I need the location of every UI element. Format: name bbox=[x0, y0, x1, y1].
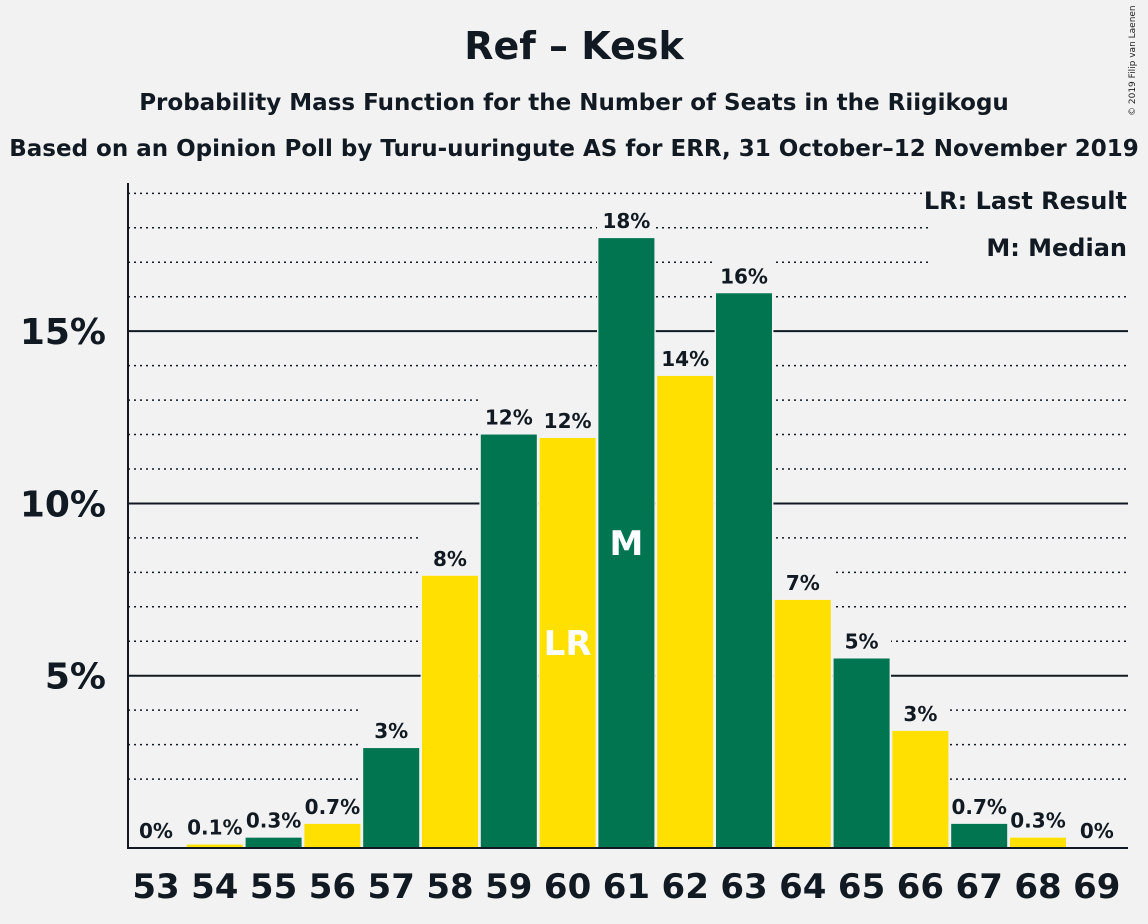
bar-value-label: 16% bbox=[720, 264, 768, 288]
bar-57 bbox=[363, 748, 420, 848]
x-tick-label: 65 bbox=[838, 867, 885, 907]
y-tick-label: 5% bbox=[45, 657, 106, 698]
bar-67 bbox=[951, 823, 1008, 848]
bar-value-label: 14% bbox=[661, 347, 709, 371]
x-tick-label: 60 bbox=[544, 867, 591, 907]
x-tick-label: 58 bbox=[426, 867, 473, 907]
bar-value-labels: 0% 0.1% 0.3%0.7%3%8%12% 12%18%14%16%7%5%3%0… bbox=[139, 209, 1114, 843]
x-tick-label: 54 bbox=[191, 867, 238, 907]
bar-value-label: 3% bbox=[374, 719, 408, 743]
bar-61 bbox=[598, 238, 655, 849]
bar-59 bbox=[480, 434, 537, 848]
x-axis: 53 54 55 56 57 58 59 60 61 62 63 64 65 66 67 68 69 bbox=[128, 847, 1128, 907]
chart-subtitle: Probability Mass Function for the Number… bbox=[139, 90, 1009, 116]
y-axis: 5% 10% 15% bbox=[20, 183, 129, 849]
y-tick-label: 15% bbox=[20, 312, 106, 353]
x-tick-label: 53 bbox=[132, 867, 179, 907]
bar-value-label: 0% bbox=[1080, 819, 1114, 843]
bar-value-label: 0% bbox=[139, 819, 173, 843]
bar-63 bbox=[716, 293, 772, 849]
bar-value-label: 3% bbox=[903, 702, 937, 726]
x-tick-label: 57 bbox=[368, 867, 415, 907]
x-tick-label: 61 bbox=[603, 867, 650, 907]
bar-54 bbox=[186, 844, 243, 848]
x-tick-label: 64 bbox=[779, 867, 826, 907]
bar-value-label: 0.1% bbox=[187, 816, 242, 840]
bar-60 bbox=[539, 437, 596, 848]
legend: LR: Last Result M: Median bbox=[924, 183, 1128, 269]
bar-value-label: 12% bbox=[544, 409, 592, 433]
bar-value-label: 18% bbox=[602, 209, 650, 233]
bar-65 bbox=[833, 658, 890, 848]
bar-64 bbox=[774, 599, 831, 848]
bar-value-label: 0.7% bbox=[305, 795, 360, 819]
bar-background bbox=[185, 804, 245, 848]
bar-background bbox=[126, 808, 186, 848]
chart-subtitle-source: Based on an Opinion Poll by Turu-uuringu… bbox=[9, 136, 1139, 162]
x-tick-label: 69 bbox=[1073, 867, 1120, 907]
bar-55 bbox=[245, 837, 302, 848]
bar-value-label: 7% bbox=[786, 571, 820, 595]
bar-background bbox=[1067, 808, 1127, 848]
marker-lr: LR bbox=[544, 624, 592, 664]
bar-value-label: 5% bbox=[845, 629, 879, 653]
bar-66 bbox=[892, 730, 949, 848]
x-tick-label: 56 bbox=[309, 867, 356, 907]
x-tick-label: 68 bbox=[1014, 867, 1061, 907]
x-tick-label: 55 bbox=[250, 867, 297, 907]
bar-58 bbox=[422, 575, 478, 848]
bar-value-label: 0.3% bbox=[1010, 809, 1065, 833]
x-tick-label: 62 bbox=[662, 867, 709, 907]
x-tick-label: 67 bbox=[956, 867, 1003, 907]
y-tick-label: 10% bbox=[20, 484, 106, 525]
marker-m: M bbox=[609, 524, 643, 564]
bar-value-label: 12% bbox=[485, 406, 533, 430]
legend-item: LR: Last Result bbox=[924, 187, 1127, 215]
bar-value-label: 0.3% bbox=[246, 809, 301, 833]
legend-item: M: Median bbox=[986, 234, 1127, 262]
x-tick-label: 59 bbox=[485, 867, 532, 907]
legend-background bbox=[930, 183, 1128, 269]
bar-value-label: 8% bbox=[433, 547, 467, 571]
chart-title: Ref – Kesk bbox=[464, 24, 684, 68]
bar-56 bbox=[304, 823, 361, 848]
x-tick-label: 63 bbox=[720, 867, 767, 907]
bar-62 bbox=[657, 375, 714, 848]
x-tick-label: 66 bbox=[897, 867, 944, 907]
bar-68 bbox=[1010, 837, 1066, 848]
bar-value-label: 0.7% bbox=[951, 795, 1006, 819]
bars bbox=[126, 198, 1127, 849]
